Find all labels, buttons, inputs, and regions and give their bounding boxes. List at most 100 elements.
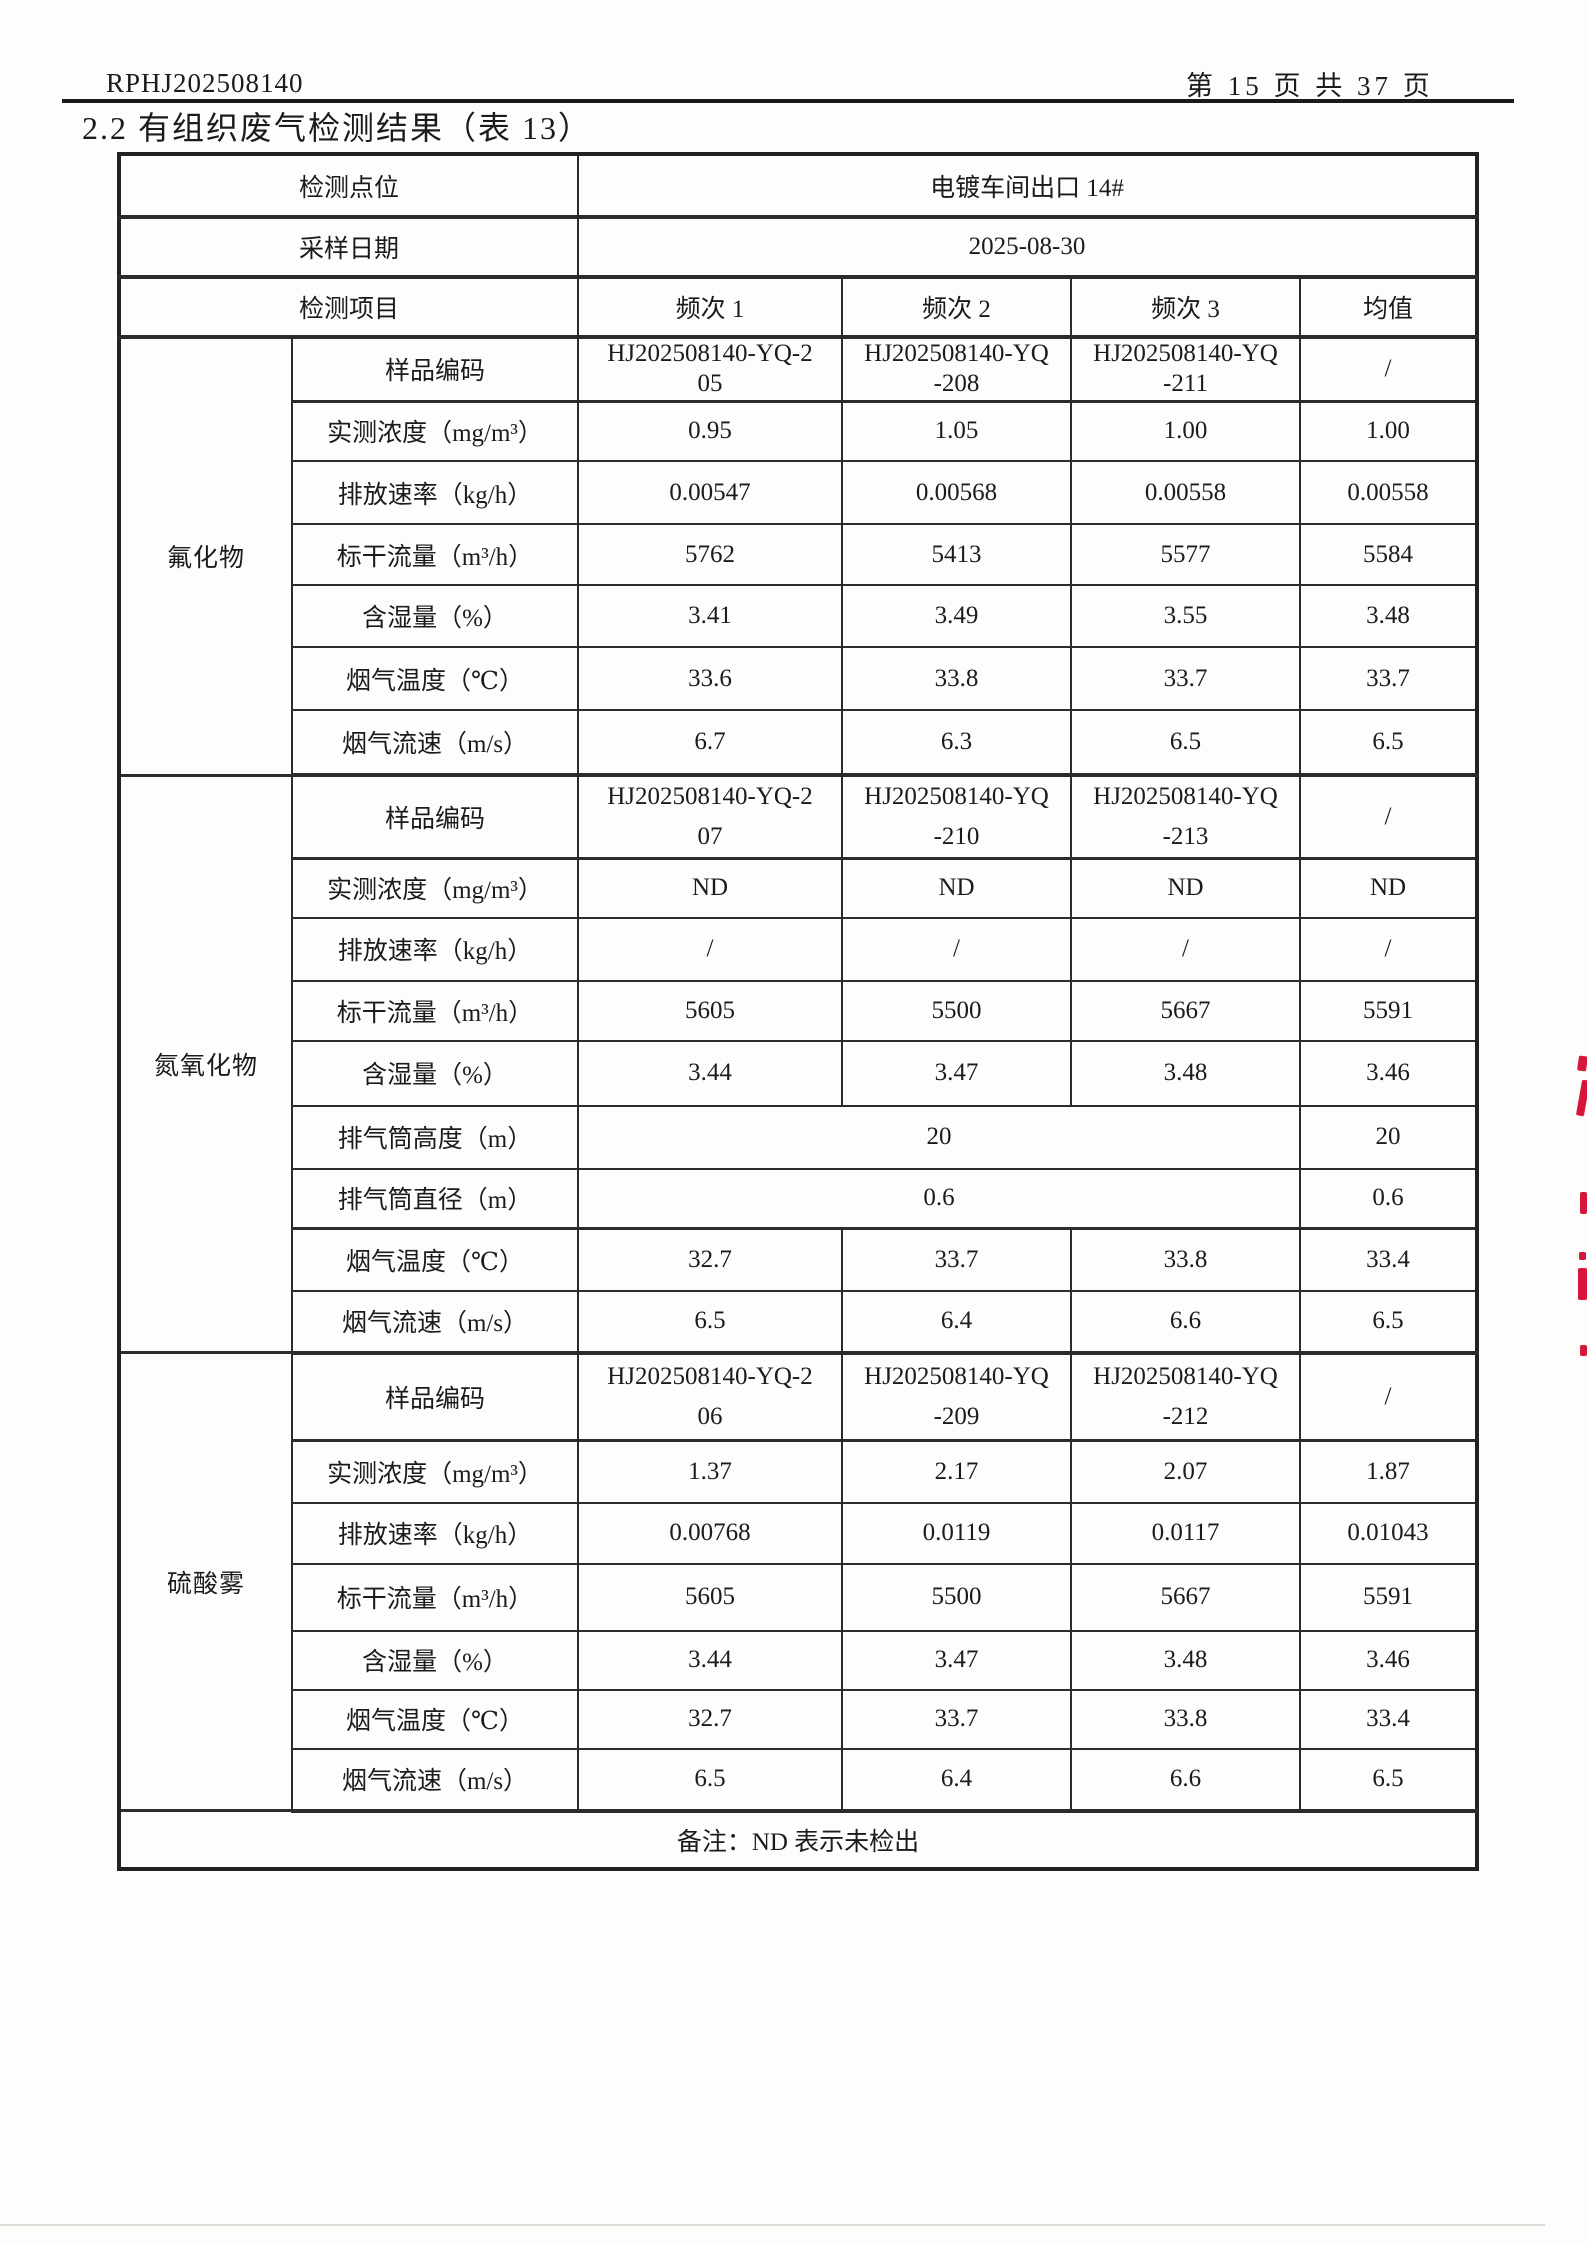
param-label-cell: 标干流量（m³/h） (291, 523, 579, 586)
param-label-cell: 排气筒直径（m） (291, 1167, 579, 1230)
value-cell: 0.00768 (577, 1501, 843, 1565)
value-cell: 5413 (841, 523, 1072, 586)
param-label-cell: 排气筒高度（m） (291, 1104, 579, 1170)
param-label-cell: 排放速率（kg/h） (291, 916, 579, 982)
value-cell: 3.48 (1070, 1629, 1301, 1691)
param-label-cell: 实测浓度（mg/m³） (291, 1439, 579, 1504)
value-cell: 0.0117 (1070, 1501, 1301, 1565)
param-label-cell: 烟气温度（℃） (291, 1227, 579, 1292)
monitoring-table: 检测点位 电镀车间出口 14# 采样日期 2025-08-30 检测项目 频次 … (117, 152, 1479, 1871)
value-cell: 32.7 (577, 1227, 843, 1292)
merged-value-cell: 0.6 (577, 1167, 1301, 1230)
table-row: 检测项目 频次 1 频次 2 频次 3 均值 (118, 276, 1478, 339)
red-ink-mark (1579, 1252, 1586, 1260)
value-cell: 33.7 (841, 1688, 1072, 1750)
param-label-cell: 含湿量（%） (291, 1629, 579, 1691)
avg-value-cell: / (1299, 336, 1478, 403)
table-row: 含湿量（%） 3.44 3.47 3.48 3.46 (119, 1039, 1478, 1107)
scan-artifact-line (0, 2224, 1545, 2226)
avg-value-cell: 3.46 (1299, 1629, 1478, 1691)
table-row: 标干流量（m³/h） 5762 5413 5577 5584 (119, 523, 1478, 586)
red-ink-mark (1575, 1079, 1587, 1117)
value-cell: 5605 (577, 1562, 843, 1632)
table-row: 标干流量（m³/h） 5605 5500 5667 5591 (119, 979, 1478, 1042)
value-cell: 6.3 (841, 709, 1072, 777)
avg-value-cell: 3.48 (1299, 584, 1478, 648)
avg-value-cell: 33.7 (1299, 646, 1478, 711)
sample-code-cell: HJ202508140-YQ-2 05 (577, 336, 843, 403)
avg-value-cell: 5591 (1299, 979, 1478, 1042)
sample-code-cell: HJ202508140-YQ-2 06 (577, 1351, 843, 1442)
param-label-cell: 标干流量（m³/h） (291, 1562, 579, 1632)
param-label-cell: 含湿量（%） (291, 1039, 579, 1107)
value-cell: 6.4 (841, 1289, 1072, 1355)
value-cell: 5500 (841, 1562, 1072, 1632)
item-label-cell: 检测项目 (118, 276, 579, 339)
value-cell: 2.07 (1070, 1439, 1301, 1504)
value-cell: 5667 (1070, 1562, 1301, 1632)
value-cell: 5605 (577, 979, 843, 1042)
value-cell: 6.6 (1070, 1747, 1301, 1813)
param-label-cell: 实测浓度（mg/m³） (291, 857, 579, 919)
value-cell: 3.49 (841, 584, 1072, 648)
value-cell: 33.8 (1070, 1688, 1301, 1750)
value-cell: 33.6 (577, 646, 843, 711)
value-cell: 1.05 (841, 400, 1072, 462)
param-label-cell: 排放速率（kg/h） (291, 1501, 579, 1565)
sample-code-cell: HJ202508140-YQ -210 (841, 774, 1072, 860)
date-value-cell: 2025-08-30 (577, 216, 1478, 279)
value-cell: / (577, 916, 843, 982)
value-cell: ND (577, 857, 843, 919)
table-row: 排气筒直径（m） 0.6 0.6 (119, 1167, 1478, 1230)
avg-value-cell: / (1299, 916, 1478, 982)
red-ink-mark (1580, 1192, 1587, 1214)
value-cell: / (1070, 916, 1301, 982)
table-row: 氮氧化物 样品编码 HJ202508140-YQ-2 07 HJ20250814… (118, 774, 1478, 1354)
section-label-cell: 氮氧化物 (118, 774, 293, 1354)
table-row: 实测浓度（mg/m³） 0.95 1.05 1.00 1.00 (119, 400, 1478, 462)
table-row: 含湿量（%） 3.41 3.49 3.55 3.48 (119, 584, 1478, 648)
param-label-cell: 实测浓度（mg/m³） (291, 400, 579, 462)
param-label-cell: 含湿量（%） (291, 584, 579, 648)
value-cell: 0.00558 (1070, 460, 1301, 525)
table-row: 硫酸雾 样品编码 HJ202508140-YQ-2 06 HJ202508140… (118, 1351, 1478, 1812)
table-row: 标干流量（m³/h） 5605 5500 5667 5591 (119, 1562, 1478, 1632)
value-cell: 3.48 (1070, 1039, 1301, 1107)
table-row: 排放速率（kg/h） / / / / (119, 916, 1478, 982)
table-row: 烟气温度（℃） 33.6 33.8 33.7 33.7 (119, 646, 1478, 711)
value-cell: 2.17 (841, 1439, 1072, 1504)
value-cell: 1.37 (577, 1439, 843, 1504)
avg-value-cell: 0.01043 (1299, 1501, 1478, 1565)
merged-value-cell: 20 (577, 1104, 1301, 1170)
date-label-cell: 采样日期 (118, 216, 579, 279)
value-cell: 33.7 (841, 1227, 1072, 1292)
value-cell: 0.00568 (841, 460, 1072, 525)
sample-code-cell: HJ202508140-YQ -211 (1070, 336, 1301, 403)
remark-cell: 备注：ND 表示未检出 (118, 1809, 1478, 1870)
value-cell: 6.6 (1070, 1289, 1301, 1355)
sample-code-cell: HJ202508140-YQ -209 (841, 1351, 1072, 1442)
sample-code-cell: HJ202508140-YQ -212 (1070, 1351, 1301, 1442)
column-header-cell: 频次 1 (577, 276, 843, 339)
column-header-cell: 频次 2 (841, 276, 1072, 339)
value-cell: 3.55 (1070, 584, 1301, 648)
avg-value-cell: 6.5 (1299, 1289, 1478, 1355)
avg-value-cell: 20 (1299, 1104, 1478, 1170)
avg-value-cell: 33.4 (1299, 1227, 1478, 1292)
param-label-cell: 样品编码 (291, 336, 579, 403)
table-row: 烟气温度（℃） 32.7 33.7 33.8 33.4 (119, 1227, 1478, 1292)
value-cell: 6.5 (577, 1289, 843, 1355)
avg-value-cell: 5591 (1299, 1562, 1478, 1632)
table-row: 实测浓度（mg/m³） 1.37 2.17 2.07 1.87 (119, 1439, 1478, 1504)
param-label-cell: 样品编码 (291, 1351, 579, 1442)
avg-value-cell: 6.5 (1299, 1747, 1478, 1813)
avg-value-cell: 33.4 (1299, 1688, 1478, 1750)
table-row: 烟气流速（m/s） 6.5 6.4 6.6 6.5 (119, 1747, 1478, 1813)
table-row: 实测浓度（mg/m³） ND ND ND ND (119, 857, 1478, 919)
red-ink-mark (1578, 1268, 1587, 1300)
value-cell: 0.95 (577, 400, 843, 462)
header-rule (62, 99, 1514, 103)
avg-value-cell: 5584 (1299, 523, 1478, 586)
sample-code-cell: HJ202508140-YQ -208 (841, 336, 1072, 403)
